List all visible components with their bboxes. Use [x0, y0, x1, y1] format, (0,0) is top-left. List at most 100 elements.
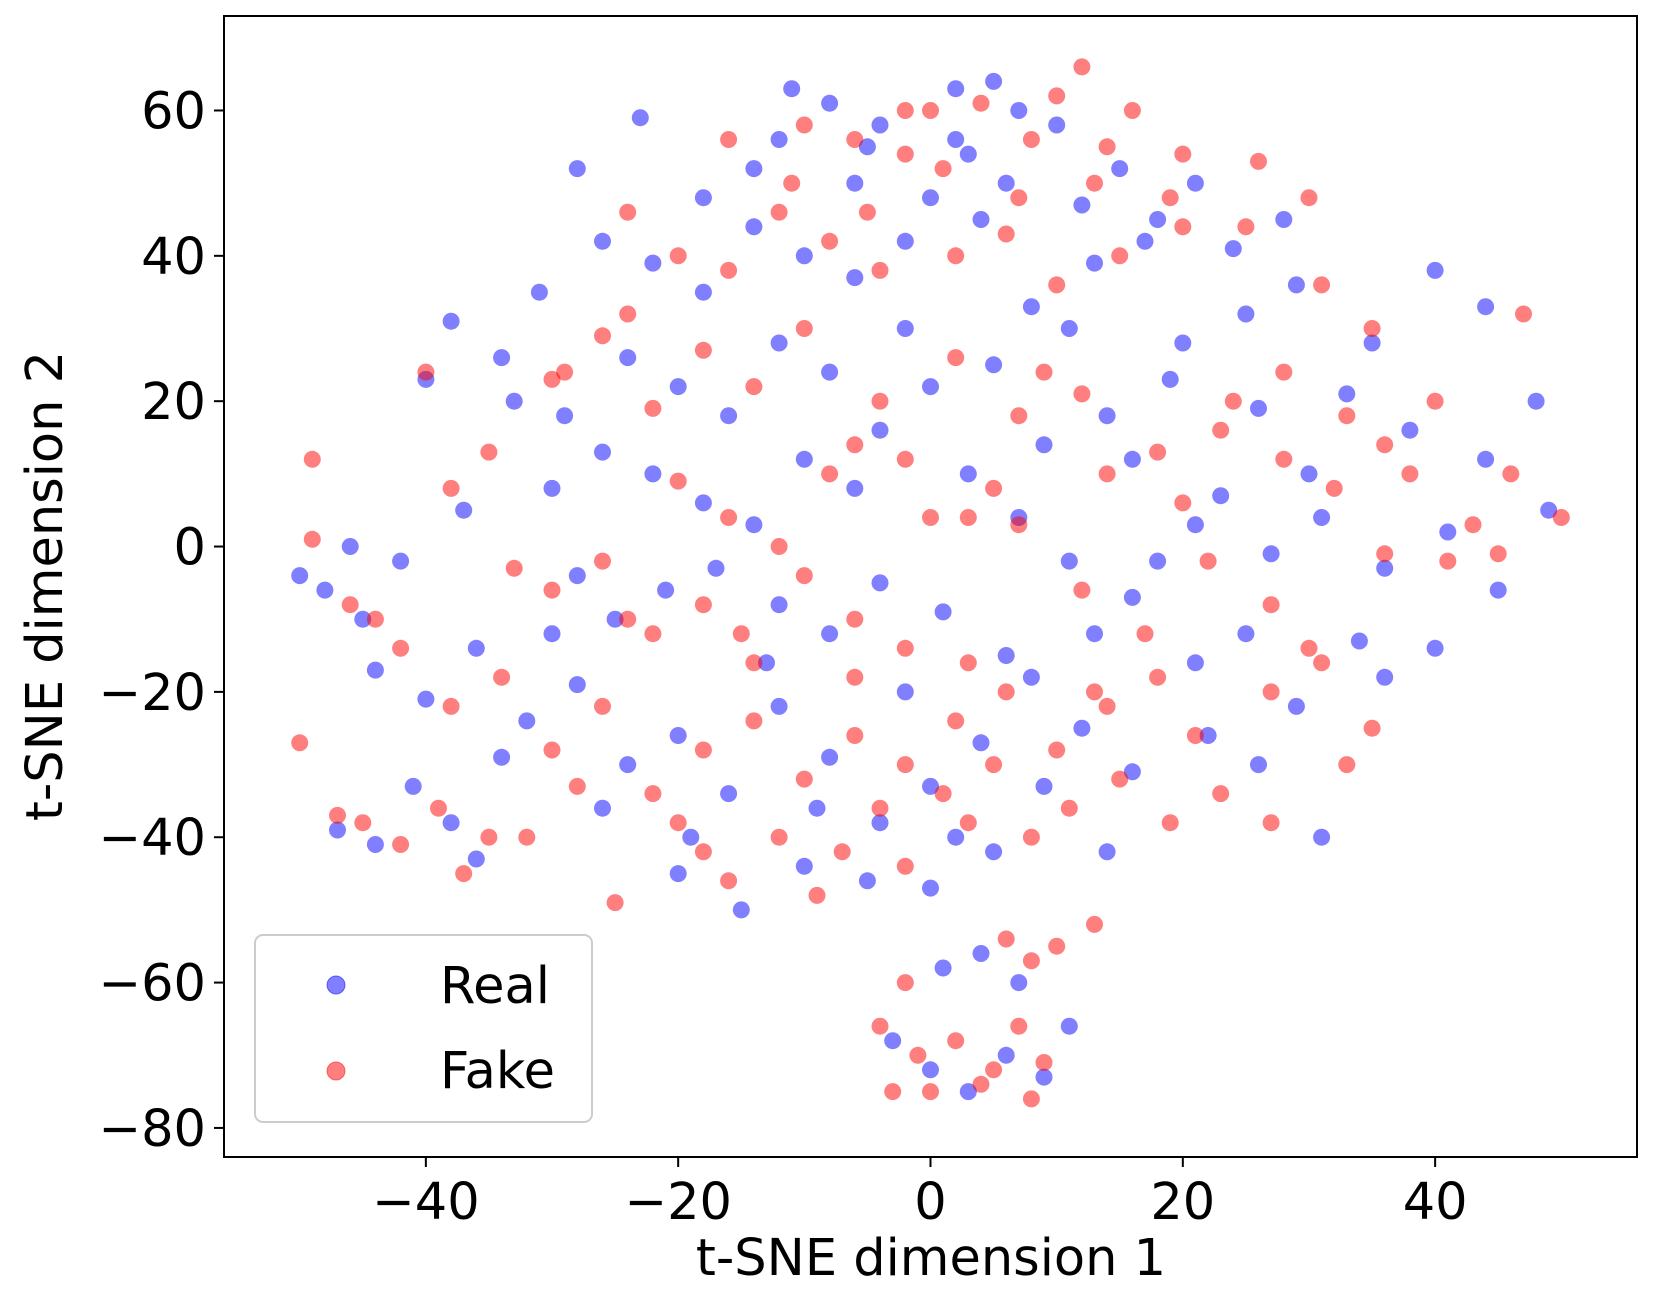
point-real-128 — [896, 320, 914, 337]
x-tick-label: 20 — [1150, 1173, 1215, 1232]
point-fake-72 — [745, 712, 763, 730]
point-real-20 — [972, 211, 990, 228]
point-real-125 — [1477, 298, 1495, 316]
point-real-117 — [947, 828, 965, 846]
point-real-60 — [1123, 588, 1141, 606]
point-real-143 — [1250, 756, 1267, 774]
point-real-2 — [1010, 102, 1028, 119]
point-real-55 — [821, 625, 839, 643]
point-fake-73 — [795, 770, 813, 788]
point-real-151 — [846, 174, 864, 192]
point-real-38 — [1161, 370, 1179, 388]
point-fake-87 — [354, 814, 372, 832]
x-tick-label: −40 — [372, 1173, 480, 1232]
point-fake-159 — [1237, 218, 1255, 236]
point-fake-56 — [1199, 552, 1217, 570]
point-fake-107 — [985, 1061, 1003, 1079]
point-real-79 — [922, 777, 939, 795]
point-real-72 — [568, 676, 586, 694]
legend-marker-fake — [326, 1061, 346, 1081]
point-fake-49 — [795, 567, 813, 585]
point-real-150 — [745, 160, 763, 178]
point-real-144 — [1313, 828, 1331, 846]
point-real-131 — [1060, 320, 1078, 337]
point-fake-132 — [821, 465, 839, 483]
point-fake-130 — [720, 509, 738, 526]
point-real-45 — [530, 283, 548, 301]
point-real-122 — [1300, 465, 1318, 483]
point-fake-83 — [1300, 639, 1318, 657]
point-real-121 — [1212, 487, 1230, 505]
point-fake-91 — [480, 828, 498, 846]
point-real-7 — [770, 131, 788, 148]
point-fake-76 — [947, 712, 965, 730]
point-fake-154 — [858, 203, 876, 221]
point-fake-100 — [997, 930, 1015, 948]
point-real-9 — [959, 145, 977, 163]
point-fake-106 — [947, 1032, 965, 1050]
point-fake-88 — [392, 836, 410, 853]
point-fake-158 — [1161, 189, 1179, 207]
point-real-149 — [694, 189, 712, 207]
point-fake-96 — [896, 857, 914, 875]
point-real-95 — [858, 872, 876, 890]
point-real-18 — [846, 269, 864, 287]
point-real-37 — [1098, 407, 1116, 425]
point-fake-30 — [947, 349, 965, 367]
y-tick-label: −60 — [98, 955, 206, 1014]
point-fake-99 — [1086, 915, 1103, 933]
y-tick-label: −80 — [98, 1100, 206, 1159]
point-real-75 — [720, 785, 738, 803]
point-fake-1 — [972, 94, 990, 112]
point-fake-36 — [1325, 479, 1343, 497]
point-real-111 — [543, 625, 561, 643]
point-fake-143 — [1464, 516, 1482, 534]
point-real-136 — [543, 479, 561, 497]
point-fake-80 — [1149, 668, 1167, 686]
point-real-126 — [1527, 392, 1545, 410]
point-fake-117 — [669, 814, 687, 832]
point-real-139 — [694, 494, 712, 512]
point-fake-13 — [770, 203, 788, 221]
point-fake-47 — [694, 596, 712, 614]
point-real-83 — [1123, 763, 1141, 781]
point-real-57 — [934, 603, 952, 621]
point-real-39 — [1250, 399, 1267, 417]
point-real-41 — [1401, 421, 1419, 439]
point-real-36 — [1035, 436, 1053, 454]
point-real-93 — [732, 901, 750, 919]
point-real-157 — [947, 131, 965, 148]
point-real-109 — [404, 777, 422, 795]
point-fake-104 — [871, 1017, 889, 1035]
point-fake-85 — [291, 734, 309, 752]
point-real-152 — [922, 189, 939, 207]
point-real-82 — [1073, 719, 1091, 737]
point-fake-135 — [985, 479, 1003, 497]
point-real-106 — [1035, 1068, 1053, 1086]
point-real-27 — [556, 407, 574, 425]
point-fake-66 — [442, 697, 460, 715]
point-real-129 — [959, 465, 977, 483]
point-fake-81 — [1212, 785, 1230, 803]
point-fake-127 — [556, 363, 574, 381]
point-real-105 — [997, 1046, 1015, 1064]
point-real-96 — [922, 879, 939, 897]
point-real-11 — [1111, 160, 1129, 178]
point-fake-94 — [770, 828, 788, 846]
point-fake-136 — [1035, 363, 1053, 381]
x-axis: −40 −20 0 20 40 — [372, 1157, 1468, 1232]
point-real-46 — [493, 349, 511, 367]
point-real-6 — [568, 160, 586, 178]
point-fake-147 — [846, 668, 864, 686]
point-real-154 — [1073, 196, 1091, 214]
point-real-26 — [505, 392, 523, 410]
point-fake-50 — [846, 610, 864, 628]
point-fake-79 — [1098, 697, 1116, 715]
point-fake-34 — [1212, 421, 1230, 439]
point-real-49 — [455, 501, 473, 519]
point-fake-51 — [896, 639, 914, 657]
point-fake-14 — [821, 232, 839, 250]
point-real-8 — [858, 138, 876, 156]
point-real-118 — [1035, 777, 1053, 795]
